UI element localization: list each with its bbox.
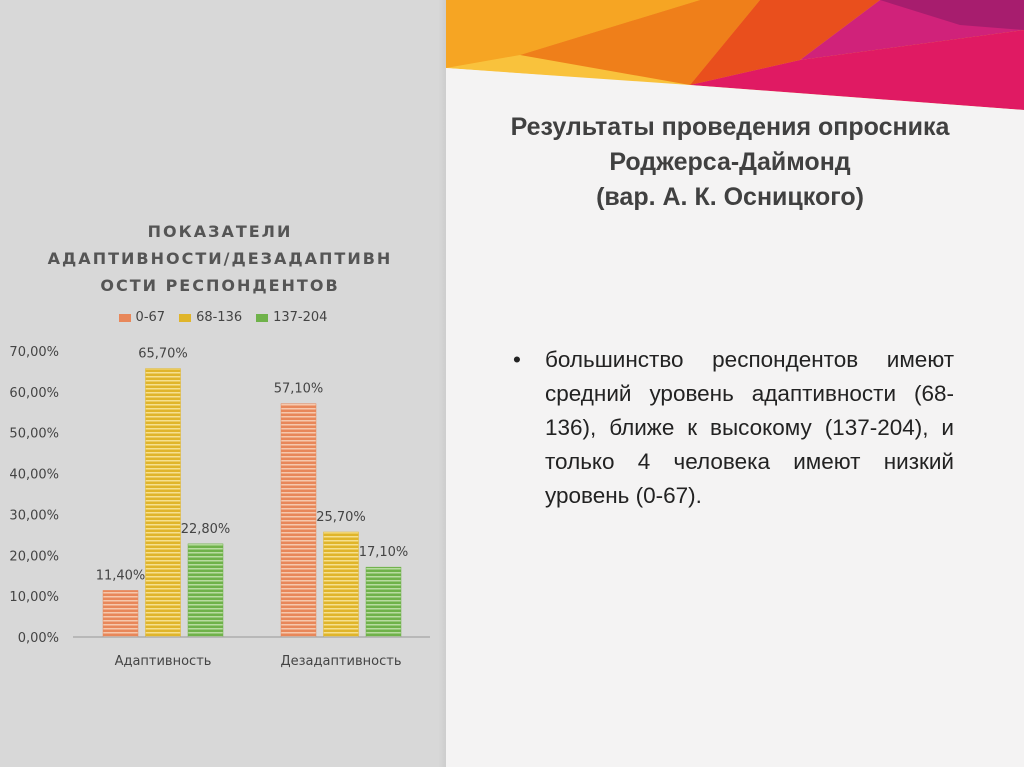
chart-title: ПОКАЗАТЕЛИ АДАПТИВНОСТИ/ДЕЗАДАПТИВН ОСТИ… [30,218,410,299]
data-label: 17,10% [359,545,409,560]
heading-line: (вар. А. К. Осницкого) [596,183,864,211]
y-tick-label: 70,00% [9,345,59,360]
data-label: 22,80% [181,522,231,537]
legend-swatch [179,313,192,322]
legend-swatch [118,313,131,322]
chart-title-line: АДАПТИВНОСТИ/ДЕЗАДАПТИВН [47,249,393,268]
chart-title-line: ОСТИ РЕСПОНДЕНТОВ [100,276,340,295]
y-tick-label: 60,00% [9,386,59,401]
slide-heading: Результаты проведения опросника Роджерса… [460,110,1000,215]
data-label: 11,40% [96,568,146,583]
bar [323,531,359,638]
heading-line: Результаты проведения опросника [510,113,950,141]
y-tick-label: 10,00% [9,590,59,605]
y-tick-label: 40,00% [9,468,59,483]
legend-label: 137-204 [273,310,328,325]
bullet-text: большинство респондентов имеют средний у… [545,347,954,508]
legend-label: 0-67 [135,310,166,325]
panel-edge-shade [438,0,446,767]
bullet-marker: • [513,347,521,372]
bullet-point: • большинство респондентов имеют средний… [513,343,954,513]
bar [280,403,317,638]
legend-item: 0-67 [118,310,166,325]
chart-panel [0,0,446,767]
heading-line: Роджерса-Даймонд [609,148,851,176]
legend-label: 68-136 [196,310,243,325]
chart-legend: 0-67 68-136 137-204 [0,310,446,325]
bar [145,368,181,638]
category-label: Адаптивность [115,654,212,669]
bar [187,543,224,638]
legend-swatch [256,313,269,322]
data-label: 57,10% [274,382,324,397]
y-tick-label: 0,00% [18,631,59,646]
y-tick-label: 20,00% [9,549,59,564]
bar [365,566,402,638]
data-label: 65,70% [138,347,188,362]
legend-item: 68-136 [179,310,242,325]
bar [102,590,139,638]
chart-title-line: ПОКАЗАТЕЛИ [147,222,293,241]
data-label: 25,70% [316,510,366,525]
decorative-banner [446,0,1024,112]
y-tick-label: 50,00% [9,427,59,442]
legend-item: 137-204 [256,310,327,325]
y-tick-label: 30,00% [9,508,59,523]
category-label: Дезадаптивность [280,654,401,669]
